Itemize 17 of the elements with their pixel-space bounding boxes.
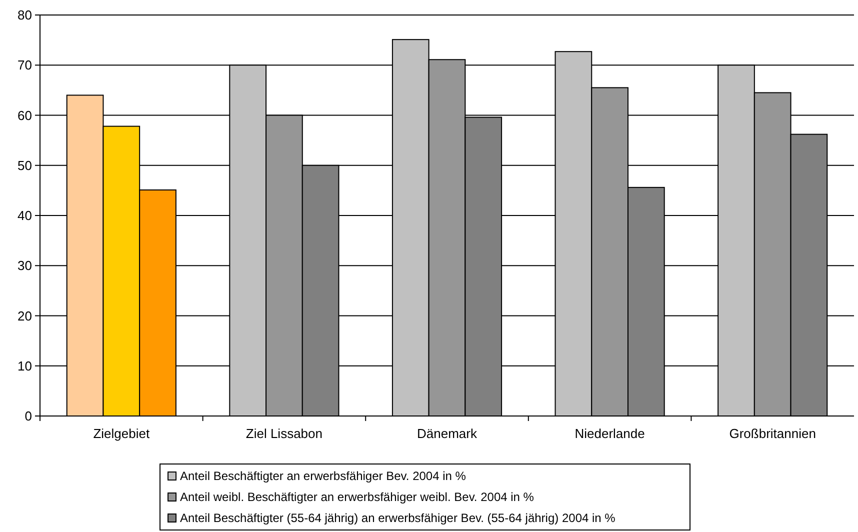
y-tick-label: 40 xyxy=(18,208,32,224)
y-tick-label: 50 xyxy=(18,158,32,173)
y-tick-label: 20 xyxy=(18,308,32,324)
y-tick-label: 10 xyxy=(18,358,32,374)
y-tick-label: 30 xyxy=(18,258,32,274)
y-tick-label: 70 xyxy=(18,58,32,73)
legend-label: Anteil weibl. Beschäftigter an erwerbsfähiger weibl. Bev. 2004 in % xyxy=(180,490,534,504)
x-tick-label: Ziel Lissabon xyxy=(246,426,323,441)
y-tick-label: 80 xyxy=(18,8,32,23)
x-tick-label: Dänemark xyxy=(417,426,478,441)
legend-label: Anteil Beschäftigter an erwerbsfähiger Bev. 2004 in % xyxy=(180,469,466,484)
x-tick-label: Großbritannien xyxy=(729,426,816,441)
y-tick-label: 0 xyxy=(24,408,32,424)
legend-label: Anteil Beschäftigter (55-64 jährig) an erwerbsfähiger Bev. (55-64 jährig) 2004 in % xyxy=(180,511,616,526)
x-tick-label: Zielgebiet xyxy=(93,426,150,441)
y-tick-label: 60 xyxy=(18,108,32,123)
x-tick-label: Niederlande xyxy=(574,426,645,441)
